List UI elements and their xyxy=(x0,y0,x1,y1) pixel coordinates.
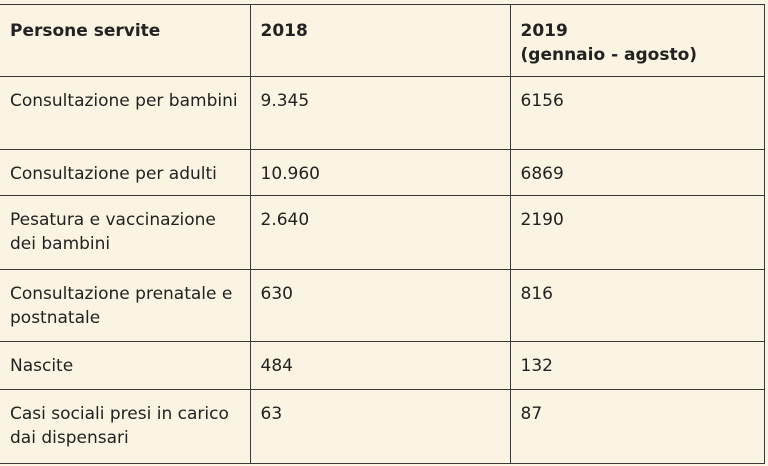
header-2018: 2018 xyxy=(249,4,511,77)
table-row: Casi sociali presi in carico dai dispens… xyxy=(0,389,765,464)
value-2018: 630 xyxy=(249,269,511,342)
header-2019-year: 2019 xyxy=(520,21,568,41)
value-2018: 2.640 xyxy=(249,195,511,270)
row-label: Consultazione per adulti xyxy=(0,149,251,196)
table-row: Consultazione per adulti 10.960 6869 xyxy=(0,149,765,196)
value-2018: 63 xyxy=(249,389,511,464)
value-2018: 9.345 xyxy=(249,76,511,150)
row-label: Nascite xyxy=(0,341,251,390)
row-label: Consultazione prenatale e postnatale xyxy=(0,269,251,342)
table-row: Nascite 484 132 xyxy=(0,341,765,390)
row-label: Casi sociali presi in carico dai dispens… xyxy=(0,389,251,464)
value-2018: 10.960 xyxy=(249,149,511,196)
value-2019: 6156 xyxy=(509,76,765,150)
row-label: Consultazione per bambini xyxy=(0,76,251,150)
value-2019: 87 xyxy=(509,389,765,464)
header-people-served: Persone servite xyxy=(0,4,251,77)
value-2019: 6869 xyxy=(509,149,765,196)
row-label: Pesatura e vaccinazione dei bambini xyxy=(0,195,251,270)
value-2019: 2190 xyxy=(509,195,765,270)
table-row: Consultazione prenatale e postnatale 630… xyxy=(0,269,765,342)
services-table: Persone servite 2018 2019 (gennaio - ago… xyxy=(0,4,765,464)
header-2019-period: (gennaio - agosto) xyxy=(520,45,698,65)
value-2019: 132 xyxy=(509,341,765,390)
table-header-row: Persone servite 2018 2019 (gennaio - ago… xyxy=(0,4,765,77)
header-2019: 2019 (gennaio - agosto) xyxy=(509,4,765,77)
table-row: Pesatura e vaccinazione dei bambini 2.64… xyxy=(0,195,765,270)
value-2018: 484 xyxy=(249,341,511,390)
value-2019: 816 xyxy=(509,269,765,342)
table-row: Consultazione per bambini 9.345 6156 xyxy=(0,76,765,150)
